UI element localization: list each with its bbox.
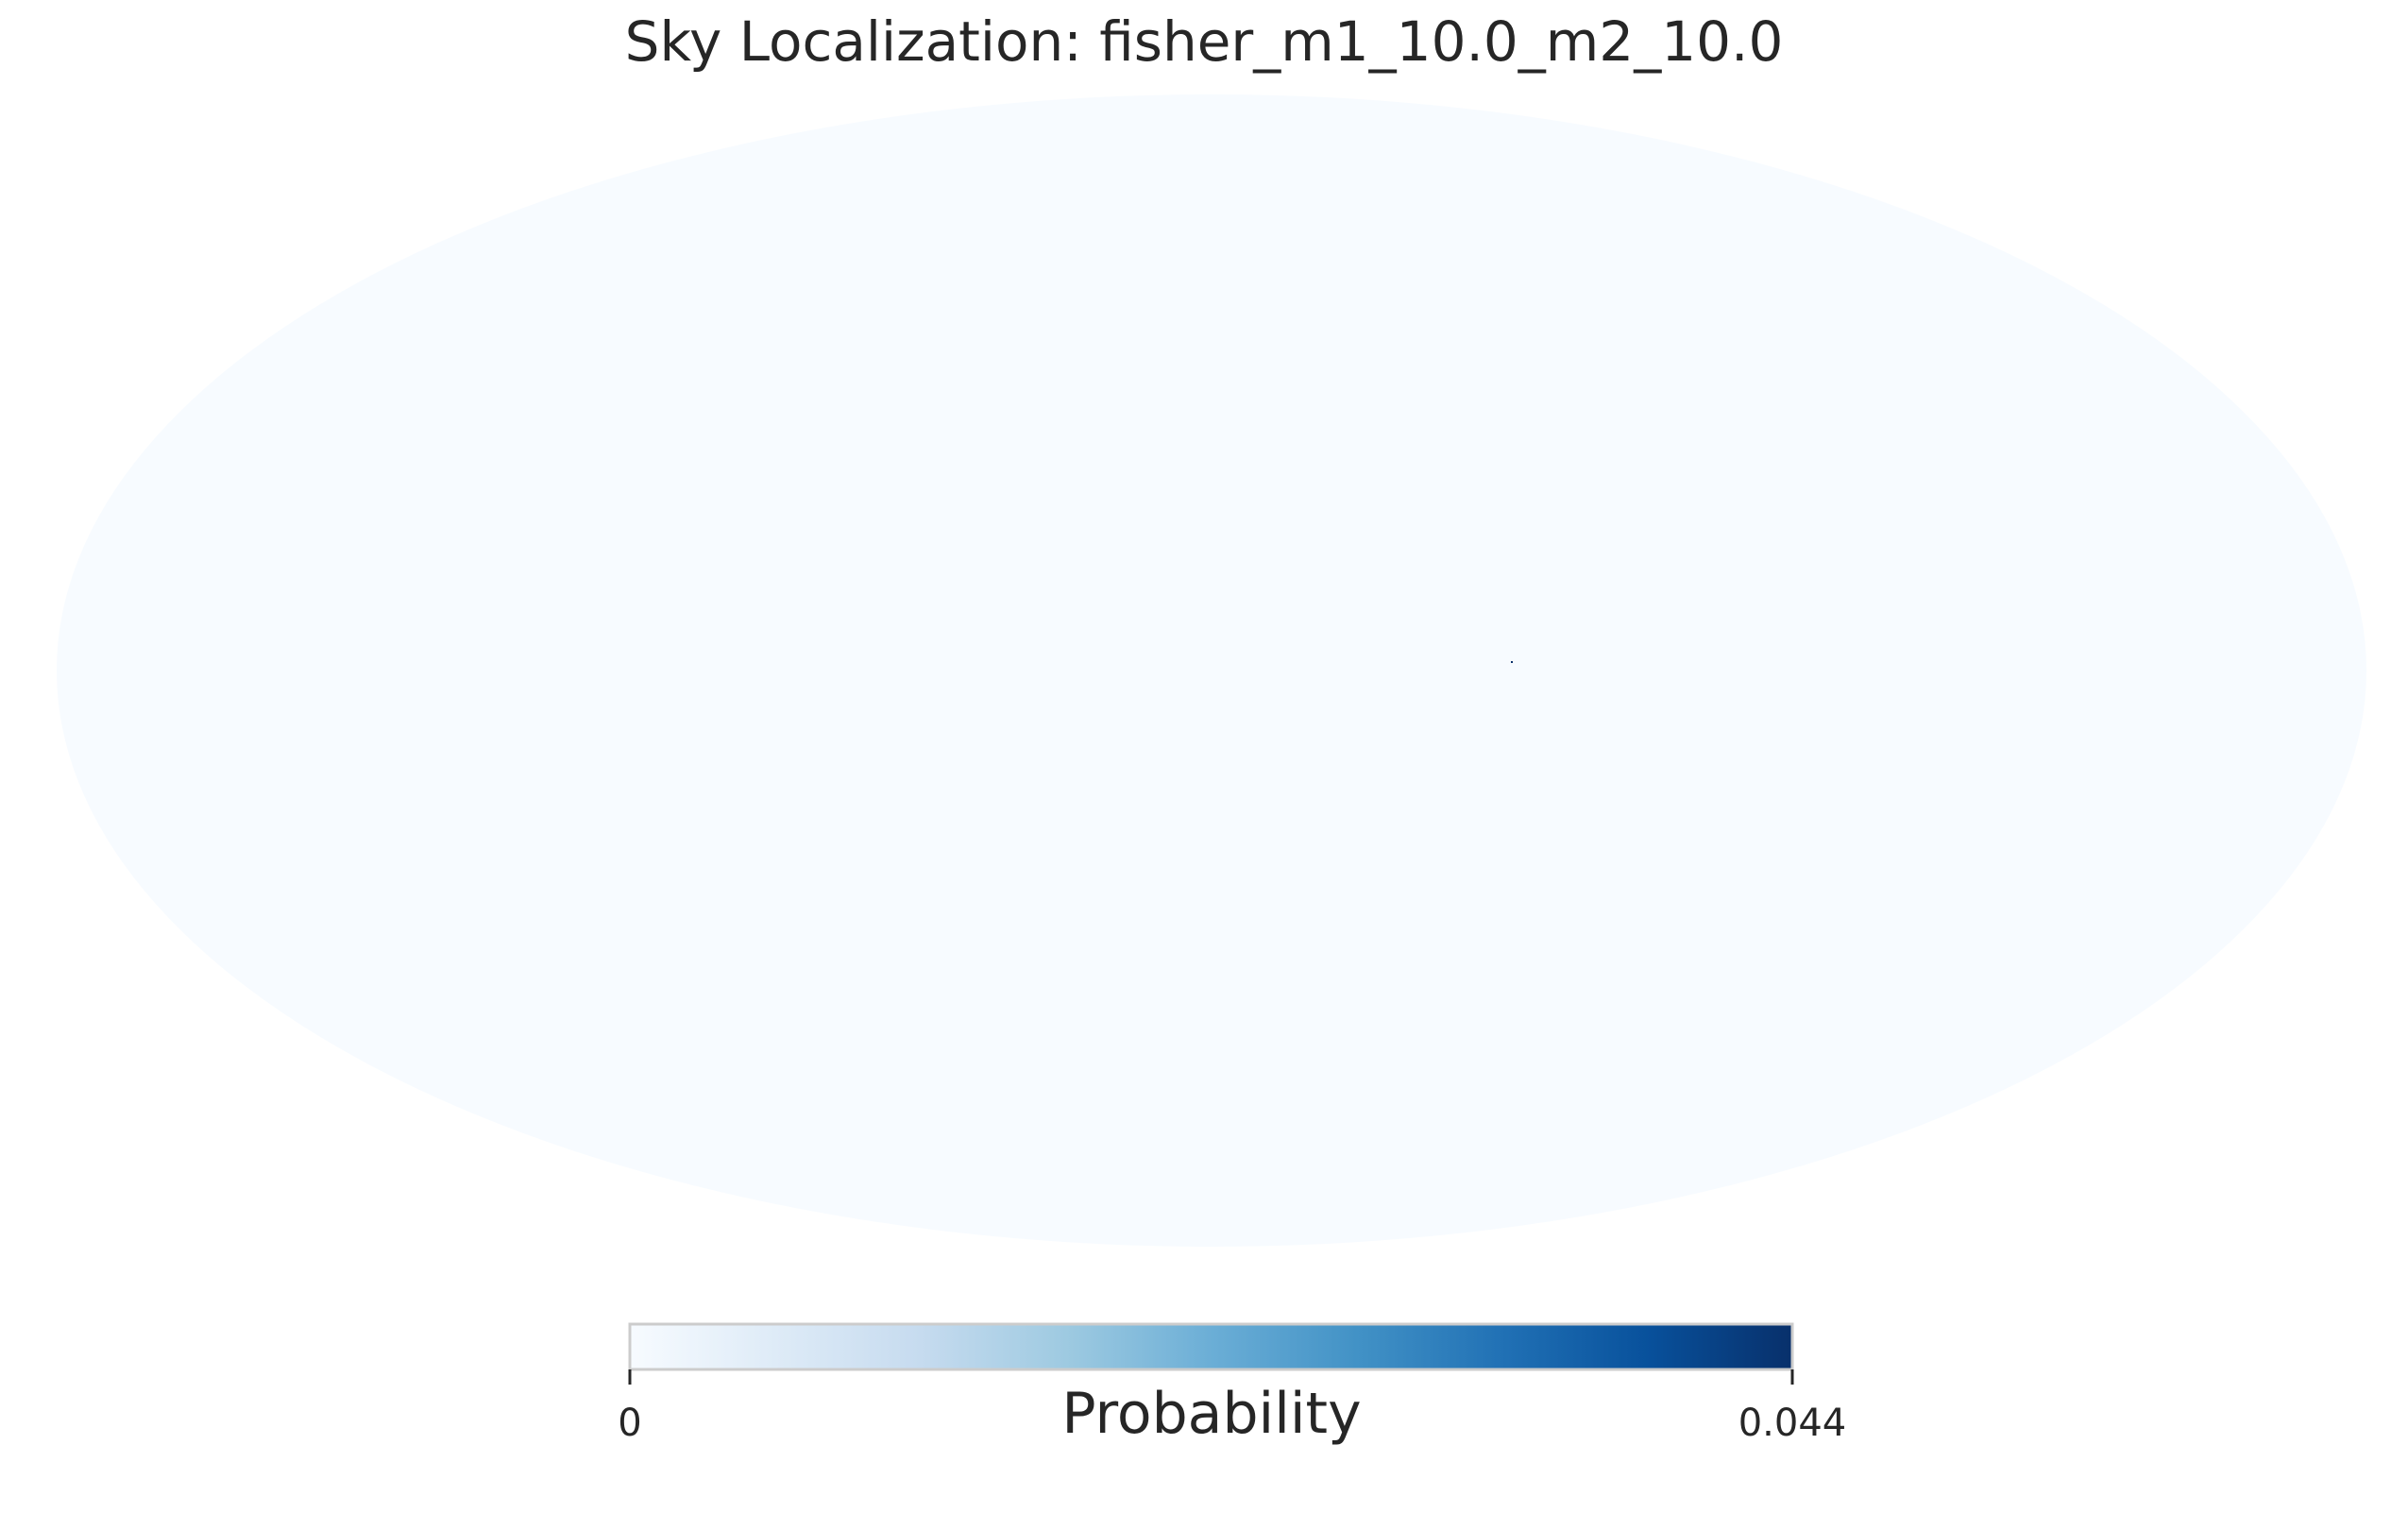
probability-peak-pixel (1511, 661, 1513, 663)
colorbar-gradient (628, 1322, 1794, 1371)
colorbar-tick-label-max: 0.044 (1738, 1402, 1847, 1445)
colorbar: 0 0.044 Probability (618, 1322, 1847, 1447)
mollweide-sky-map (57, 94, 2366, 1247)
chart-title: Sky Localization: fisher_m1_10.0_m2_10.0 (625, 9, 1784, 74)
colorbar-tick-label-min: 0 (618, 1402, 641, 1445)
colorbar-label: Probability (1061, 1381, 1361, 1447)
